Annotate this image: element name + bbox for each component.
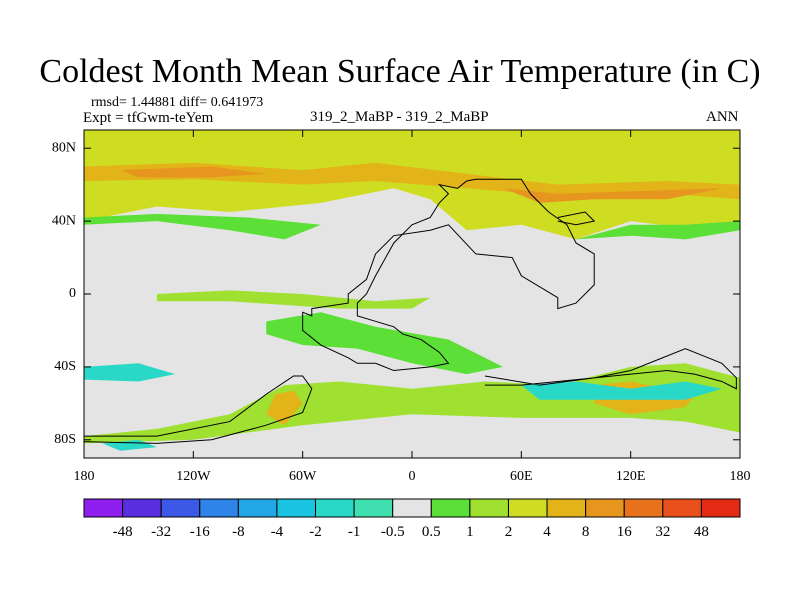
region-high-lat-hot-2: [503, 188, 722, 203]
colorbar-swatch: [160, 498, 201, 518]
colorbar-label: 1: [466, 524, 474, 540]
colorbar-swatch: [507, 498, 548, 518]
colorbar-label: -48: [113, 524, 133, 540]
coastline-land-outline-south: [84, 375, 313, 444]
colorbar-label: 0.5: [422, 524, 441, 540]
x-tick-label: 120W: [176, 469, 211, 484]
region-high-lat-hot-1: [120, 166, 267, 178]
season-label: ANN: [706, 109, 739, 125]
colorbar-swatch: [585, 498, 625, 518]
colorbar-swatch: [469, 498, 509, 518]
region-sh-warm-1: [266, 390, 303, 426]
region-nh-green-1: [84, 213, 321, 240]
x-tick-label: 60E: [510, 469, 533, 484]
x-tick-label: 120E: [616, 469, 646, 484]
y-tick-label: 40N: [52, 213, 76, 228]
region-nh-green-2: [576, 221, 740, 240]
x-tick-label: 60W: [289, 469, 317, 484]
x-tick-label: 0: [409, 469, 416, 484]
colorbar-swatch: [353, 498, 394, 518]
stats-text: rmsd= 1.44881 diff= 0.641973: [91, 95, 264, 110]
experiment-label: Expt = tfGwm-teYem: [83, 110, 214, 126]
colorbar-swatch: [199, 498, 239, 518]
colorbar-label: -8: [232, 524, 245, 540]
coastline-antarctic-outline: [484, 348, 737, 390]
case-label: 319_2_MaBP - 319_2_MaBP: [310, 109, 489, 125]
colorbar-swatch: [83, 498, 124, 518]
region-arctic-band: [84, 130, 740, 240]
colorbar-swatch: [237, 498, 278, 518]
colorbar-swatch: [546, 498, 587, 518]
colorbar-label: 48: [694, 524, 709, 540]
colorbar-label: -1: [348, 524, 361, 540]
coastline-land-outline-north: [302, 178, 595, 372]
colorbar-label: -16: [190, 524, 210, 540]
colorbar-label: -2: [309, 524, 322, 540]
x-tick-label: 180: [730, 469, 751, 484]
colorbar-swatch: [315, 498, 355, 518]
region-sh-cyan-2: [521, 381, 722, 400]
region-sh-cyan-1: [84, 363, 176, 382]
colorbar-label: 32: [655, 524, 670, 540]
colorbar-swatch: [662, 498, 702, 518]
colorbar-label: 4: [543, 524, 551, 540]
colorbar-label: -32: [151, 524, 171, 540]
colorbar-label: -0.5: [381, 524, 405, 540]
colorbar-swatch: [392, 498, 432, 518]
colorbar-label: 8: [582, 524, 590, 540]
colorbar-swatch: [623, 498, 664, 518]
region-tropics-green: [156, 290, 431, 309]
colorbar-label: -4: [271, 524, 284, 540]
coastline-arctic-island: [557, 211, 596, 226]
chart-title: Coldest Month Mean Surface Air Temperatu…: [39, 53, 761, 90]
colorbar-label: 16: [617, 524, 633, 540]
x-tick-label: 180: [74, 469, 95, 484]
colorbar-swatch: [276, 498, 317, 518]
y-tick-label: 80N: [52, 140, 76, 155]
colorbar-swatch: [430, 498, 471, 518]
y-tick-label: 40S: [54, 359, 76, 374]
y-tick-label: 0: [69, 286, 76, 301]
region-sa-green: [266, 312, 504, 375]
colorbar-swatch: [700, 498, 741, 518]
y-tick-label: 80S: [54, 432, 76, 447]
colorbar-label: 2: [505, 524, 513, 540]
colorbar-swatch: [122, 498, 162, 518]
